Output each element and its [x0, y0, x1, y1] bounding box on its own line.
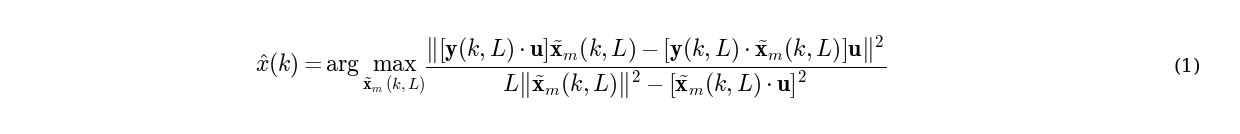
Text: $\hat{x}(k) = \arg\max_{\tilde{\mathbf{x}}_m(k,L)} \dfrac{\left\|\left[\mathbf{y: $\hat{x}(k) = \arg\max_{\tilde{\mathbf{x…	[254, 33, 887, 101]
Text: (1): (1)	[1174, 58, 1202, 76]
